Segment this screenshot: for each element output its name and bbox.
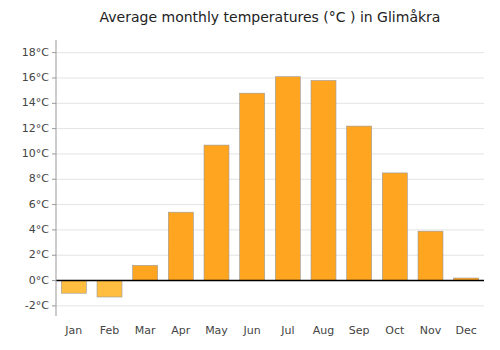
- tick-mark: [52, 128, 56, 129]
- category-label: Aug: [313, 324, 334, 337]
- bar: [311, 81, 336, 281]
- tick-label: 14°C: [22, 96, 49, 109]
- chart: Average monthly temperatures (°C ) in Gl…: [0, 0, 500, 350]
- grid-line: [56, 153, 484, 154]
- category-label: Dec: [456, 324, 477, 337]
- grid-line: [56, 128, 484, 129]
- grid-line: [56, 280, 484, 281]
- category-label: Nov: [420, 324, 442, 337]
- title: Average monthly temperatures (°C ) in Gl…: [100, 9, 441, 25]
- tick-mark: [52, 229, 56, 230]
- bar: [347, 126, 372, 280]
- x-ticks: Jan Feb Mar Apr May Jun Jul Aug Sep Oct Nov Dec: [64, 324, 476, 337]
- tick-label: 0°C: [29, 274, 49, 287]
- tick-label: -2°C: [25, 299, 49, 312]
- y-ticks: -2°C 0°C 2°C 4°C 6°C 8°C 10°C 12°C 14°C 16°C 18°C: [22, 46, 56, 312]
- tick-label: 2°C: [29, 248, 49, 261]
- tick-label: 4°C: [29, 223, 49, 236]
- grid-line: [56, 229, 484, 230]
- grid-line: [56, 52, 484, 53]
- grid: [56, 53, 484, 306]
- category-label: Oct: [385, 324, 405, 337]
- bar: [240, 93, 265, 280]
- category-label: Sep: [349, 324, 370, 337]
- tick-mark: [52, 255, 56, 256]
- tick-mark: [52, 305, 56, 306]
- grid-line: [56, 204, 484, 205]
- category-label: Apr: [171, 324, 191, 337]
- chart-container: Average monthly temperatures (°C ) in Gl…: [0, 0, 500, 350]
- bar: [204, 145, 229, 280]
- y-axis-line: [56, 40, 57, 316]
- tick-mark: [52, 179, 56, 180]
- bar: [168, 212, 193, 280]
- bar: [133, 265, 158, 280]
- tick-mark: [52, 280, 56, 281]
- bars: [61, 77, 478, 297]
- zero-baseline: [56, 280, 484, 282]
- tick-label: 8°C: [29, 172, 49, 185]
- bar: [382, 173, 407, 281]
- tick-mark: [52, 77, 56, 78]
- category-label: Feb: [100, 324, 119, 337]
- category-label: May: [205, 324, 228, 337]
- tick-mark: [52, 103, 56, 104]
- category-label: Jul: [280, 324, 294, 337]
- tick-label: 6°C: [29, 198, 49, 211]
- grid-line: [56, 77, 484, 78]
- tick-label: 12°C: [22, 122, 49, 135]
- bar: [97, 281, 122, 297]
- tick-label: 10°C: [22, 147, 49, 160]
- tick-label: 18°C: [22, 46, 49, 59]
- bar: [61, 281, 86, 294]
- bar: [275, 77, 300, 281]
- tick-mark: [52, 52, 56, 53]
- category-label: Jan: [64, 324, 82, 337]
- tick-label: 16°C: [22, 71, 49, 84]
- tick-mark: [52, 153, 56, 154]
- tick-mark: [52, 204, 56, 205]
- category-label: Mar: [135, 324, 156, 337]
- category-label: Jun: [243, 324, 261, 337]
- grid-line: [56, 305, 484, 306]
- grid-line: [56, 179, 484, 180]
- grid-line: [56, 103, 484, 104]
- bar: [418, 231, 443, 280]
